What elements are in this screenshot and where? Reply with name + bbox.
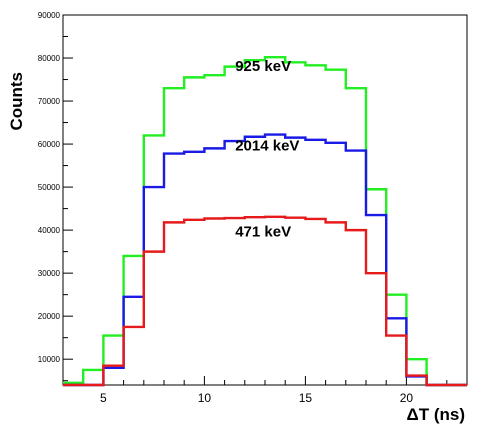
y-tick-label: 60000	[38, 140, 61, 149]
x-tick-label: 15	[299, 391, 313, 405]
axis-ticks: 5 10 15 20 10000 20000 30000 40000 50000 60000 700…	[38, 11, 468, 405]
x-axis-label: ΔT (ns)	[407, 405, 466, 424]
y-tick-label: 70000	[38, 97, 61, 106]
y-tick-label: 40000	[38, 226, 61, 235]
x-tick-label: 20	[400, 391, 414, 405]
y-tick-label: 30000	[38, 269, 61, 278]
series-layer	[63, 55, 467, 387]
y-tick-label: 80000	[38, 54, 61, 63]
series-label: 2014 keV	[235, 138, 299, 155]
y-tick-label: 20000	[38, 312, 61, 321]
series-label: 925 keV	[235, 58, 291, 75]
series-label: 471 keV	[235, 224, 291, 241]
y-axis-label: Counts	[7, 72, 26, 131]
y-tick-label: 50000	[38, 183, 61, 192]
y-tick-label: 10000	[38, 355, 61, 364]
x-tick-label: 5	[100, 391, 107, 405]
series-labels: 925 keV 2014 keV 471 keV	[235, 58, 299, 241]
series-line-471-kev	[63, 215, 467, 387]
x-tick-label: 10	[198, 391, 212, 405]
y-tick-label: 90000	[38, 11, 61, 20]
